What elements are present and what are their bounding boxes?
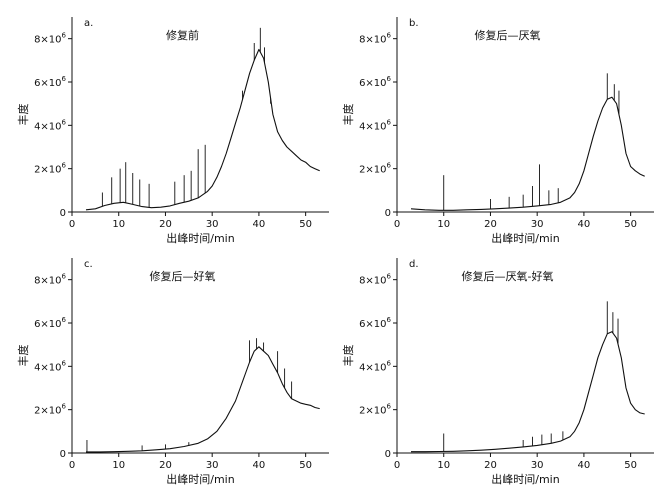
x-tick-label: 20 bbox=[159, 219, 172, 230]
x-axis-title: 出峰时间/min bbox=[166, 231, 234, 245]
x-tick-label: 20 bbox=[484, 460, 497, 471]
y-tick-label: 6×106 bbox=[34, 316, 66, 330]
chart-panel-1: 0 10 20 30 40 50 0 2×106 4×106 6×106 8×106 a. 修复前出峰时… bbox=[16, 17, 329, 245]
y-axis-title: 丰度 bbox=[16, 104, 30, 126]
x-tick-label: 0 bbox=[69, 219, 75, 230]
y-tick-label: 4×106 bbox=[34, 118, 66, 132]
x-tick-label: 30 bbox=[531, 460, 544, 471]
x-tick-label: 50 bbox=[624, 219, 637, 230]
series-line bbox=[411, 331, 645, 453]
panel-label: d. bbox=[409, 259, 419, 270]
panel-title: 修复后—厌氧-好氧 bbox=[462, 269, 554, 283]
panel-title: 修复后—厌氧 bbox=[475, 28, 541, 42]
y-tick-label: 8×106 bbox=[34, 273, 66, 287]
y-tick-label: 8×106 bbox=[34, 32, 66, 46]
panel-title: 修复前 bbox=[166, 28, 199, 42]
chart-panel-2: 0 10 20 30 40 50 0 2×106 4×106 6×106 8×106 b. 修复后—厌氧… bbox=[341, 17, 654, 245]
x-tick-label: 30 bbox=[206, 460, 219, 471]
y-axis-title: 丰度 bbox=[16, 345, 30, 367]
x-tick-label: 40 bbox=[253, 460, 266, 471]
x-tick-label: 0 bbox=[69, 460, 75, 471]
x-tick-label: 10 bbox=[112, 460, 125, 471]
y-axis-title: 丰度 bbox=[341, 345, 355, 367]
y-tick-label: 4×106 bbox=[359, 359, 391, 373]
x-tick-label: 50 bbox=[299, 460, 312, 471]
x-tick-label: 0 bbox=[394, 219, 400, 230]
y-tick-label: 8×106 bbox=[359, 32, 391, 46]
panel-label: a. bbox=[84, 18, 93, 29]
y-axis-title: 丰度 bbox=[341, 104, 355, 126]
y-tick-label: 2×106 bbox=[34, 162, 66, 176]
x-axis-title: 出峰时间/min bbox=[491, 472, 559, 486]
x-tick-label: 10 bbox=[437, 460, 450, 471]
x-tick-label: 20 bbox=[484, 219, 497, 230]
panel-label: b. bbox=[409, 18, 419, 29]
x-tick-label: 40 bbox=[578, 460, 591, 471]
y-tick-label: 6×106 bbox=[359, 316, 391, 330]
x-tick-label: 40 bbox=[578, 219, 591, 230]
y-tick-label: 0 bbox=[60, 449, 66, 460]
x-axis-title: 出峰时间/min bbox=[166, 472, 234, 486]
x-tick-label: 0 bbox=[394, 460, 400, 471]
panel-label: c. bbox=[84, 259, 93, 270]
x-axis-title: 出峰时间/min bbox=[491, 231, 559, 245]
x-tick-label: 40 bbox=[253, 219, 266, 230]
series-line bbox=[85, 48, 320, 211]
y-tick-label: 2×106 bbox=[359, 162, 391, 176]
y-tick-label: 6×106 bbox=[359, 75, 391, 89]
y-tick-label: 4×106 bbox=[34, 359, 66, 373]
series-line bbox=[86, 346, 320, 453]
x-tick-label: 10 bbox=[437, 219, 450, 230]
chart-panel-3: 0 10 20 30 40 50 0 2×106 4×106 6×106 8×106 c. 修复后—好氧… bbox=[16, 258, 329, 486]
y-tick-label: 0 bbox=[385, 449, 391, 460]
y-tick-label: 0 bbox=[60, 208, 66, 219]
y-tick-label: 2×106 bbox=[359, 403, 391, 417]
x-tick-label: 30 bbox=[206, 219, 219, 230]
x-tick-label: 50 bbox=[299, 219, 312, 230]
panel-title: 修复后—好氧 bbox=[150, 269, 216, 283]
y-tick-label: 2×106 bbox=[34, 403, 66, 417]
y-tick-label: 0 bbox=[385, 208, 391, 219]
x-tick-label: 20 bbox=[159, 460, 172, 471]
y-tick-label: 8×106 bbox=[359, 273, 391, 287]
chart-panel-4: 0 10 20 30 40 50 0 2×106 4×106 6×106 8×106 d. 修复后—厌氧… bbox=[341, 258, 654, 486]
y-tick-label: 4×106 bbox=[359, 118, 391, 132]
series-line bbox=[410, 96, 645, 211]
x-tick-label: 50 bbox=[624, 460, 637, 471]
x-tick-label: 30 bbox=[531, 219, 544, 230]
x-tick-label: 10 bbox=[112, 219, 125, 230]
y-tick-label: 6×106 bbox=[34, 75, 66, 89]
